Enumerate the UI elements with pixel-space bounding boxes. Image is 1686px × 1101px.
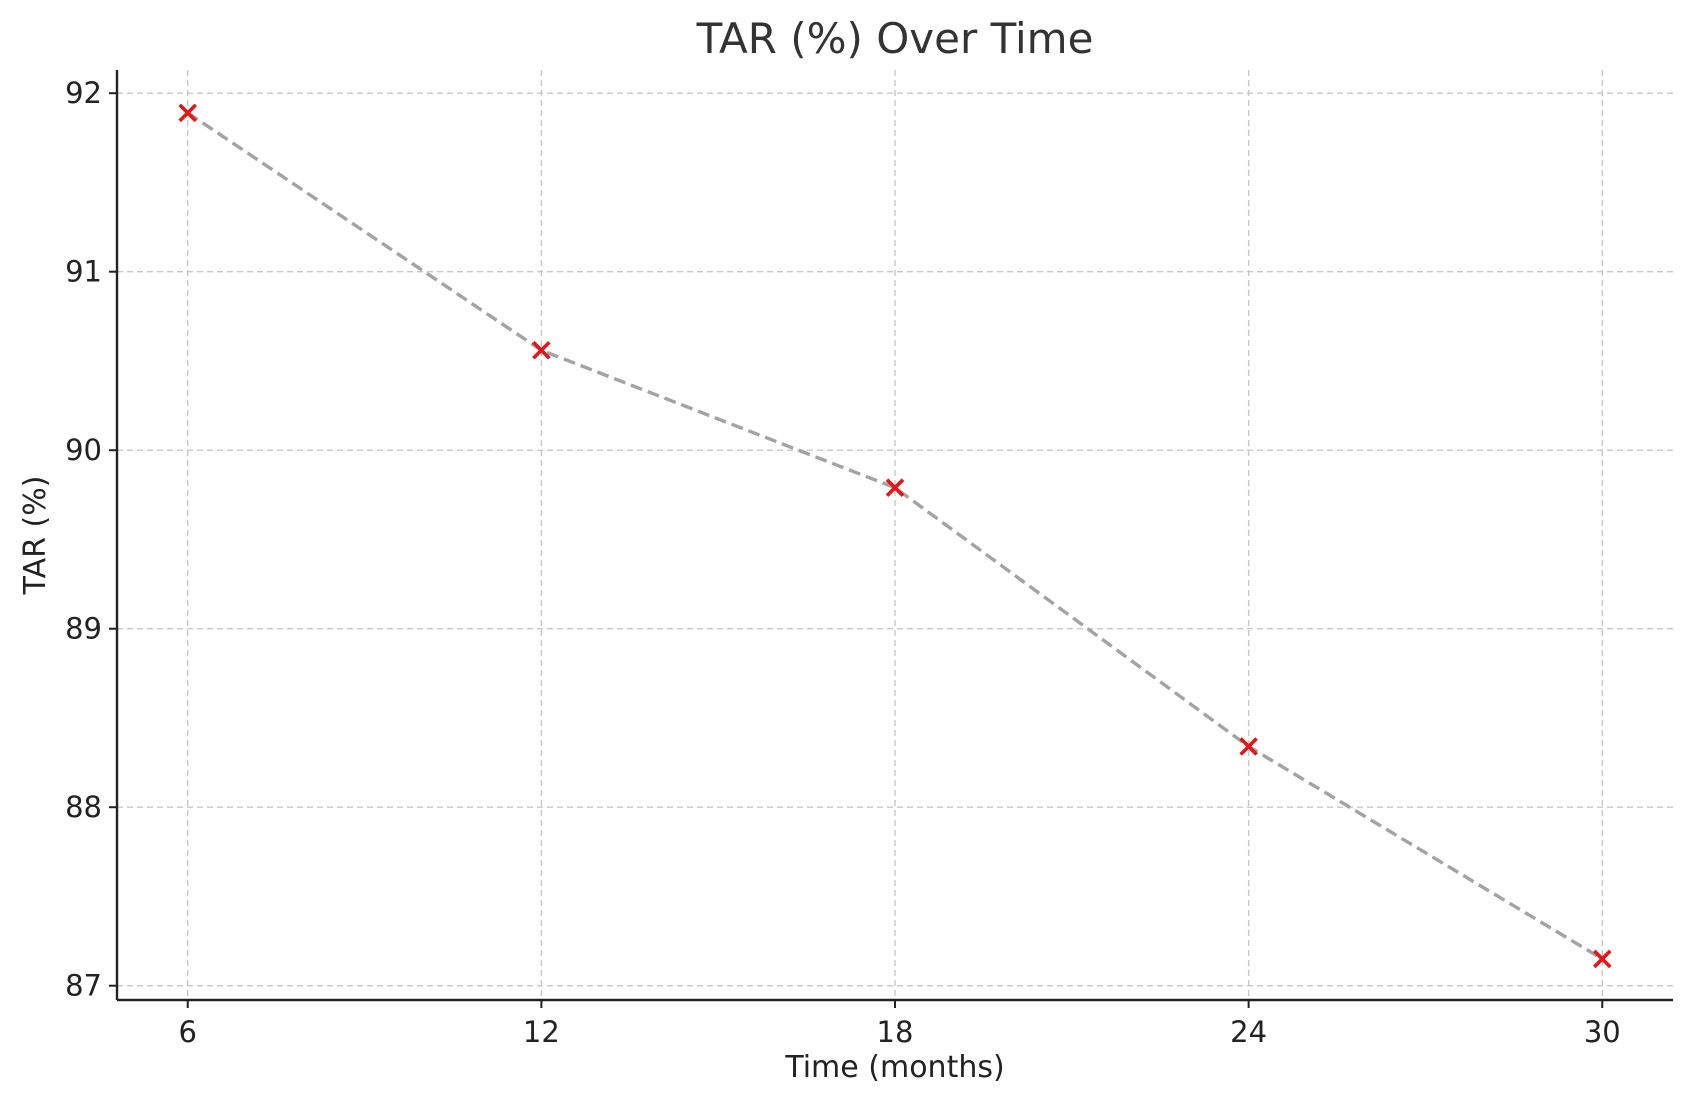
x-tick-label: 12: [523, 1015, 560, 1049]
x-axis-label: Time (months): [784, 1050, 1004, 1085]
data-point-marker: [1592, 949, 1612, 969]
data-point-marker: [178, 103, 198, 123]
x-tick-label: 24: [1230, 1015, 1267, 1049]
y-tick-label: 89: [65, 612, 102, 646]
data-point-marker: [885, 478, 905, 497]
y-tick-label: 92: [65, 76, 102, 110]
tick-labels: 6 12 18 24 30 87 88 89 90 91 92: [65, 76, 1621, 1049]
y-tick-label: 87: [65, 969, 102, 1003]
x-tick-label: 30: [1584, 1015, 1621, 1049]
data-point-marker: [1239, 737, 1258, 756]
x-tick-label: 18: [877, 1015, 914, 1049]
chart-title: TAR (%) Over Time: [696, 14, 1094, 63]
y-tick-label: 88: [65, 790, 102, 824]
y-axis-label: TAR (%): [18, 476, 53, 596]
series-layer: [178, 103, 1612, 969]
y-tick-label: 91: [65, 255, 102, 289]
y-tick-label: 90: [65, 433, 102, 467]
grid-lines: [117, 70, 1673, 1000]
x-tick-label: 6: [179, 1015, 197, 1049]
data-point-marker: [532, 340, 551, 360]
